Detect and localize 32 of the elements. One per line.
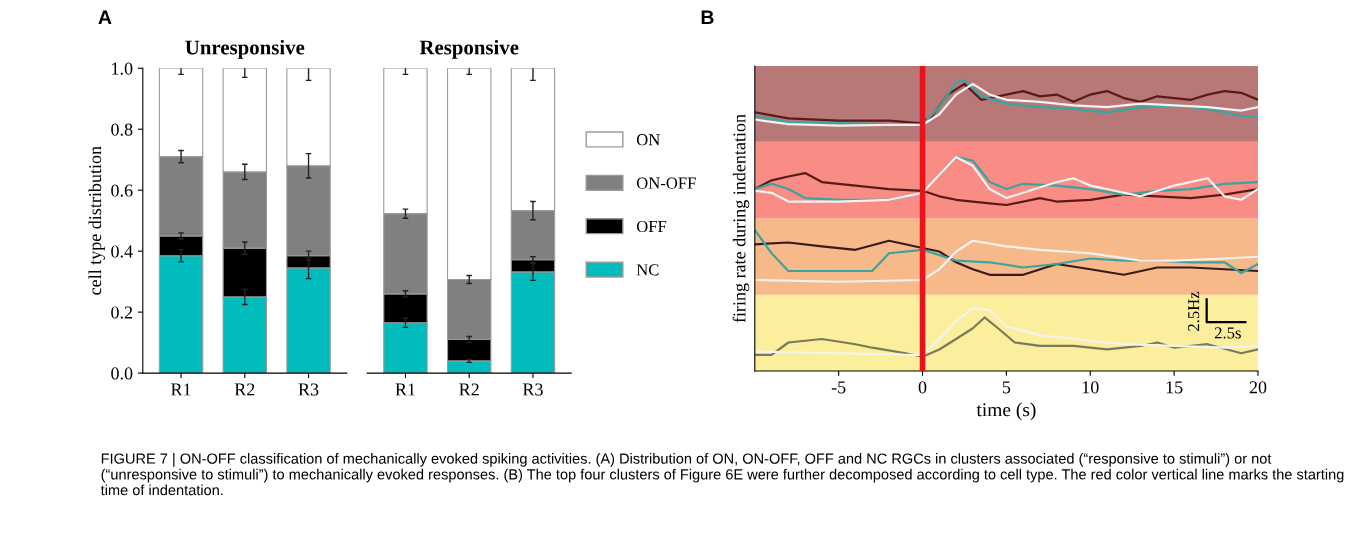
y-tick-label: 0.2 (111, 306, 133, 319)
annotation: 2.5Hz (1188, 291, 1200, 331)
x-tick-label: R1 (171, 383, 191, 396)
x-tick-label: -5 (831, 381, 846, 394)
x-tick-label: R1 (395, 383, 415, 396)
y-axis-title: firing rate during indentation (732, 114, 750, 323)
x-tick-label: R2 (459, 383, 479, 396)
x-tick-label: R2 (234, 383, 255, 396)
x-tick-label: 0 (918, 381, 927, 394)
x-tick-label: 15 (1166, 381, 1183, 394)
y-tick-label: 0.8 (111, 123, 133, 136)
annotation: 2.5s (1214, 327, 1241, 339)
y-tick-label: 0.0 (111, 367, 133, 380)
text: A (98, 10, 112, 24)
chart-title: Responsive (419, 39, 519, 59)
x-tick-label: 20 (1249, 381, 1267, 394)
x-tick-label: 5 (1002, 381, 1011, 394)
x-tick-label: 10 (1082, 381, 1099, 394)
y-tick-label: 1.0 (112, 62, 133, 75)
chart-title: Unresponsive (185, 39, 305, 59)
x-tick-label: R3 (522, 383, 543, 396)
text: B (701, 10, 714, 24)
x-axis-title: time (s) (976, 402, 1036, 421)
caption: FIGURE 7 | ON-OFF classification of mechanically evoked spiking activities. (A) Distribution of ON, ON-OFF, OFF and NC RGCs in clusters associated (“responsive to stimuli”) or not (“unresponsive to stimuli”) to mechanically evoked responses. (B) The top four clusters of Figure 6E were further decomposed according to cell type. The red color vertical line marks the starting time of indentation. (100, 453, 1344, 496)
x-tick-label: R3 (298, 383, 319, 396)
y-tick-label: 0.4 (111, 245, 133, 258)
legend-label: OFF (636, 220, 667, 233)
legend-label: NC (636, 264, 659, 276)
legend-label: ON (636, 134, 660, 146)
legend-label: ON-OFF (636, 177, 696, 189)
y-tick-label: 0.6 (111, 184, 133, 197)
y-axis-title: cell type distribution (88, 146, 105, 295)
